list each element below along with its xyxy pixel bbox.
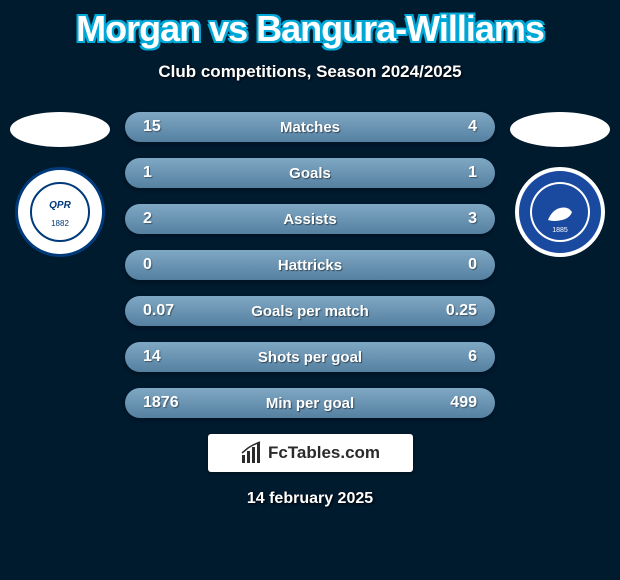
stat-value-left: 0.07: [143, 302, 174, 320]
stat-label: Shots per goal: [258, 349, 362, 366]
stats-container: 15 Matches 4 1 Goals 1 2 Assists 3 0 Hat…: [125, 112, 495, 418]
crest-millwall-inner: 1885: [530, 182, 590, 242]
stat-value-left: 1: [143, 164, 152, 182]
stat-row: 0.07 Goals per match 0.25: [125, 296, 495, 326]
stat-value-right: 6: [468, 348, 477, 366]
stat-row: 15 Matches 4: [125, 112, 495, 142]
svg-text:1885: 1885: [552, 227, 568, 234]
stat-row: 14 Shots per goal 6: [125, 342, 495, 372]
millwall-logo-icon: 1885: [530, 182, 590, 242]
stat-row: 2 Assists 3: [125, 204, 495, 234]
stat-value-right: 0.25: [446, 302, 477, 320]
stat-value-left: 2: [143, 210, 152, 228]
stat-value-left: 15: [143, 118, 161, 136]
stat-label: Goals per match: [251, 303, 369, 320]
stat-row: 1876 Min per goal 499: [125, 388, 495, 418]
stat-label: Assists: [283, 211, 336, 228]
qpr-logo-icon: QPR 1882: [36, 188, 84, 236]
club-crest-qpr: QPR 1882: [15, 167, 105, 257]
svg-text:QPR: QPR: [49, 200, 71, 211]
stat-value-right: 3: [468, 210, 477, 228]
stat-label: Hattricks: [278, 257, 342, 274]
stat-value-left: 14: [143, 348, 161, 366]
stat-value-right: 0: [468, 256, 477, 274]
fctables-text: FcTables.com: [268, 443, 380, 463]
player-photo-left: [10, 112, 110, 147]
fctables-badge: FcTables.com: [208, 434, 413, 472]
stat-label: Matches: [280, 119, 340, 136]
svg-text:1882: 1882: [51, 219, 69, 228]
stat-row: 1 Goals 1: [125, 158, 495, 188]
club-crest-millwall: 1885: [515, 167, 605, 257]
crest-qpr-inner: QPR 1882: [30, 182, 90, 242]
stat-value-right: 4: [468, 118, 477, 136]
stat-label: Goals: [289, 165, 331, 182]
footer-date: 14 february 2025: [10, 490, 610, 508]
page-subtitle: Club competitions, Season 2024/2025: [0, 62, 620, 82]
stat-value-left: 1876: [143, 394, 179, 412]
stat-value-right: 1: [468, 164, 477, 182]
stat-row: 0 Hattricks 0: [125, 250, 495, 280]
stat-value-right: 499: [450, 394, 477, 412]
chart-icon: [240, 441, 264, 465]
content-area: QPR 1882 1885 15 Matches 4 1 Goals 1 2 A…: [0, 112, 620, 508]
player-photo-right: [510, 112, 610, 147]
stat-label: Min per goal: [266, 395, 354, 412]
stat-value-left: 0: [143, 256, 152, 274]
page-title: Morgan vs Bangura-Williams: [0, 0, 620, 50]
